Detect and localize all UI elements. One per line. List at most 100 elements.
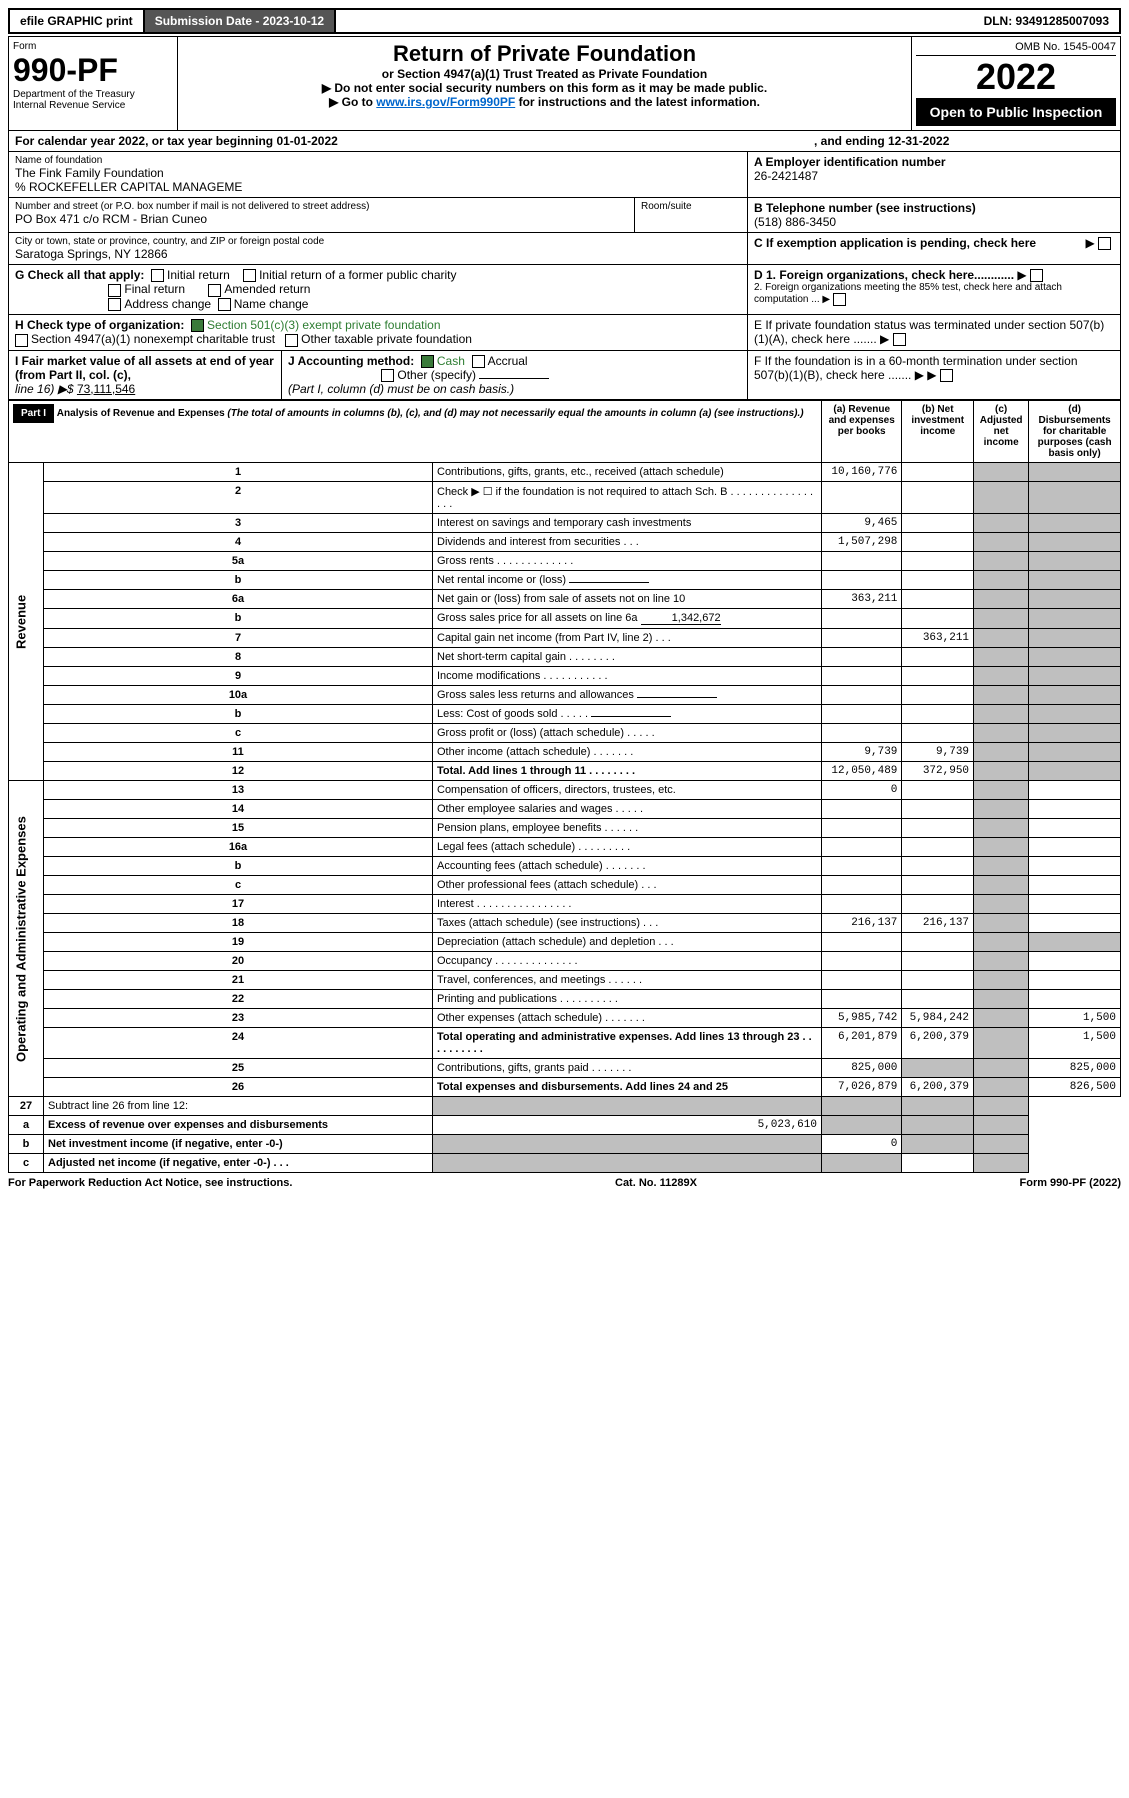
part1-title: Analysis of Revenue and Expenses: [57, 408, 225, 419]
cell-col-c: [974, 609, 1029, 629]
accrual-checkbox[interactable]: [472, 355, 485, 368]
cell-col-d: [1029, 876, 1121, 895]
ssn-warning: ▶ Do not enter social security numbers o…: [182, 81, 907, 95]
initial-former-label: Initial return of a former public charit…: [259, 268, 456, 282]
street-address: PO Box 471 c/o RCM - Brian Cuneo: [15, 212, 628, 226]
cell-col-b: [902, 1059, 974, 1078]
name-change-label: Name change: [234, 297, 309, 311]
cell-col-c: [974, 629, 1029, 648]
line-number: b: [44, 609, 433, 629]
line-number: 23: [44, 1009, 433, 1028]
cell-col-c: [974, 724, 1029, 743]
efile-print-button[interactable]: efile GRAPHIC print: [10, 10, 145, 32]
line-number: b: [44, 571, 433, 590]
cell-col-c: [974, 971, 1029, 990]
name-change-checkbox[interactable]: [218, 298, 231, 311]
cell-col-c: [974, 1009, 1029, 1028]
cell-col-b: [902, 609, 974, 629]
calendar-year-line: For calendar year 2022, or tax year begi…: [15, 134, 338, 148]
cell-col-a: [433, 1154, 822, 1173]
cell-col-d: [974, 1135, 1029, 1154]
cash-checkbox[interactable]: [421, 355, 434, 368]
line-desc: Printing and publications . . . . . . . …: [433, 990, 822, 1009]
cell-col-a: [822, 667, 902, 686]
line-number: 21: [44, 971, 433, 990]
addr-label: Number and street (or P.O. box number if…: [15, 201, 628, 212]
line-desc: Excess of revenue over expenses and disb…: [44, 1116, 433, 1135]
cell-col-d: [974, 1097, 1029, 1116]
cell-col-c: [974, 590, 1029, 609]
section-e-checkbox[interactable]: [893, 333, 906, 346]
line-desc: Occupancy . . . . . . . . . . . . . .: [433, 952, 822, 971]
cell-col-b: 216,137: [902, 914, 974, 933]
form990pf-link[interactable]: www.irs.gov/Form990PF: [376, 95, 515, 109]
line-number: 9: [44, 667, 433, 686]
sec4947-checkbox[interactable]: [15, 334, 28, 347]
cell-col-b: [902, 952, 974, 971]
fmv-value: 73,111,546: [77, 382, 135, 396]
other-taxable-checkbox[interactable]: [285, 334, 298, 347]
cell-col-a: [822, 609, 902, 629]
cell-col-b: 5,984,242: [902, 1009, 974, 1028]
line-number: 7: [44, 629, 433, 648]
cell-col-c: [974, 876, 1029, 895]
cell-col-b: [902, 819, 974, 838]
line-desc: Net short-term capital gain . . . . . . …: [433, 648, 822, 667]
line-desc: Taxes (attach schedule) (see instruction…: [433, 914, 822, 933]
cell-col-b: [902, 648, 974, 667]
cell-col-c: [974, 914, 1029, 933]
sec501-checkbox[interactable]: [191, 319, 204, 332]
cell-col-c: [974, 1078, 1029, 1097]
submission-date-button[interactable]: Submission Date - 2023-10-12: [145, 10, 336, 32]
cell-col-d: [1029, 857, 1121, 876]
final-return-checkbox[interactable]: [108, 284, 121, 297]
form-title: Return of Private Foundation: [182, 41, 907, 67]
ending-line: , and ending 12-31-2022: [814, 134, 949, 148]
cell-col-a: [822, 857, 902, 876]
city-label: City or town, state or province, country…: [15, 236, 741, 247]
cell-col-a: 7,026,879: [822, 1078, 902, 1097]
cell-col-b: [902, 724, 974, 743]
cell-col-b: [902, 781, 974, 800]
line-desc: Check ▶ ☐ if the foundation is not requi…: [433, 482, 822, 514]
line-desc: Subtract line 26 from line 12:: [44, 1097, 433, 1116]
other-method-checkbox[interactable]: [381, 369, 394, 382]
cell-col-b: [902, 971, 974, 990]
cell-col-b: [902, 667, 974, 686]
line-desc: Total expenses and disbursements. Add li…: [433, 1078, 822, 1097]
cell-col-d: [1029, 762, 1121, 781]
cell-col-c: [974, 838, 1029, 857]
address-change-checkbox[interactable]: [108, 298, 121, 311]
line-number: 5a: [44, 552, 433, 571]
initial-former-checkbox[interactable]: [243, 269, 256, 282]
d1-checkbox[interactable]: [1030, 269, 1043, 282]
name-label: Name of foundation: [15, 155, 741, 166]
cell-col-d: [1029, 533, 1121, 552]
cell-col-c: [974, 463, 1029, 482]
line-desc: Net gain or (loss) from sale of assets n…: [433, 590, 822, 609]
section-c-checkbox[interactable]: [1098, 237, 1111, 250]
cell-col-b: 363,211: [902, 629, 974, 648]
initial-return-checkbox[interactable]: [151, 269, 164, 282]
line-desc: Net investment income (if negative, ente…: [44, 1135, 433, 1154]
cell-col-a: [433, 1097, 822, 1116]
cell-col-b: [902, 686, 974, 705]
d2-checkbox[interactable]: [833, 293, 846, 306]
cash-label: Cash: [437, 354, 465, 368]
cell-col-b: [822, 1154, 902, 1173]
cell-col-c: [974, 1059, 1029, 1078]
line-number: b: [44, 857, 433, 876]
other-method-label: Other (specify): [397, 368, 476, 382]
cell-col-d: [1029, 686, 1121, 705]
amended-return-checkbox[interactable]: [208, 284, 221, 297]
cell-col-b: 9,739: [902, 743, 974, 762]
cell-col-a: 825,000: [822, 1059, 902, 1078]
cell-col-d: [1029, 914, 1121, 933]
cell-col-b: 6,200,379: [902, 1028, 974, 1059]
cell-col-a: [822, 990, 902, 1009]
sec501-label: Section 501(c)(3) exempt private foundat…: [207, 318, 440, 332]
line-number: c: [9, 1154, 44, 1173]
section-f-checkbox[interactable]: [940, 369, 953, 382]
line-number: 14: [44, 800, 433, 819]
section-g-label: G Check all that apply:: [15, 268, 144, 282]
